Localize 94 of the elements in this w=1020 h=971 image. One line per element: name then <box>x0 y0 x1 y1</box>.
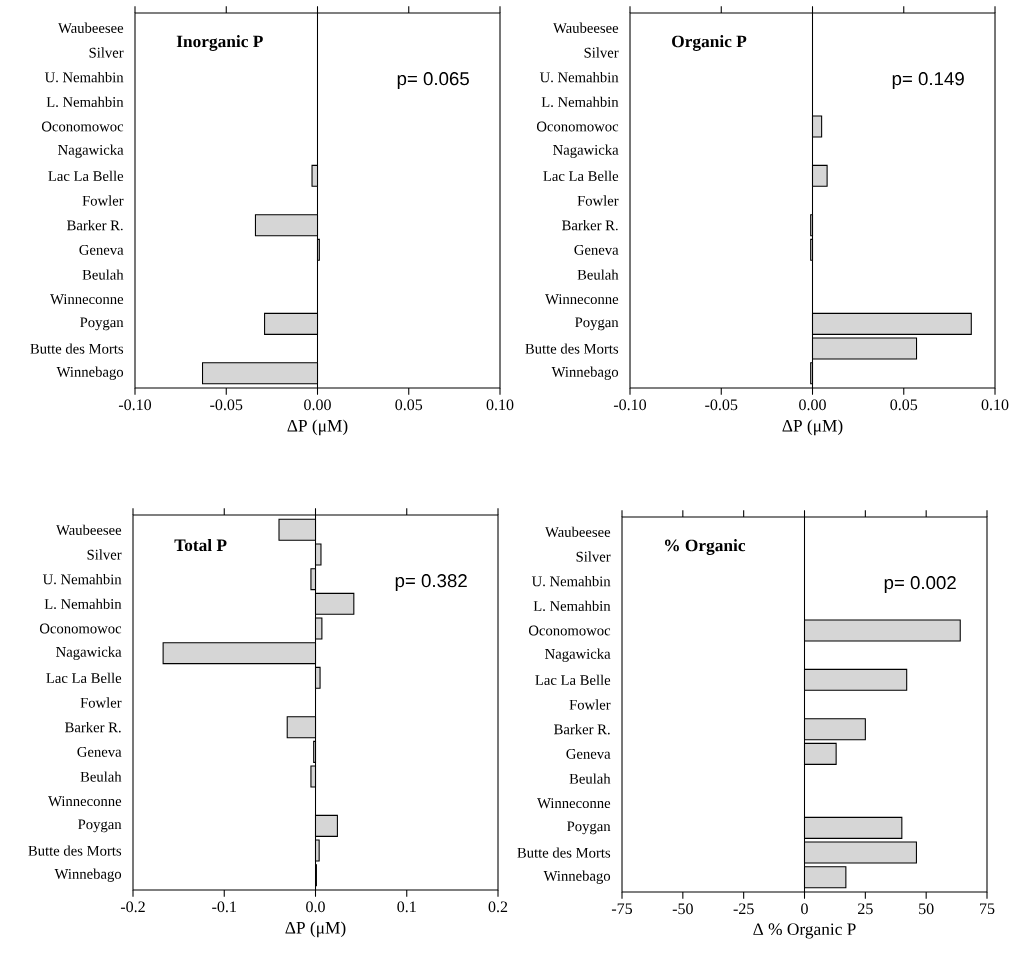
y-tick-label: L. Nemahbin <box>541 96 619 108</box>
x-tick-label: 25 <box>858 903 873 915</box>
y-tick-label: Waubeesee <box>545 526 611 538</box>
y-tick-label: Poygan <box>80 317 124 331</box>
x-tick-label: 0.00 <box>304 399 331 411</box>
y-tick-label: Winnebago <box>543 870 611 884</box>
y-tick-label: Beulah <box>82 269 124 280</box>
y-tick-label: Silver <box>87 549 122 560</box>
annotation: p= 0.002 <box>884 576 956 593</box>
annotation: p= 0.149 <box>892 72 964 89</box>
y-tick-label: Lac La Belle <box>543 170 619 181</box>
y-tick-label: Nagawicka <box>545 648 611 662</box>
x-tick-label: 0.0 <box>306 901 325 913</box>
y-tick-label: Beulah <box>569 773 611 784</box>
y-tick-label: Geneva <box>79 244 124 255</box>
x-tick-label: -0.2 <box>120 901 145 913</box>
y-tick-label: L. Nemahbin <box>533 600 611 612</box>
y-tick-label: Winneconne <box>50 294 124 305</box>
x-axis-title: Δ % Organic P <box>753 923 856 939</box>
x-tick-label: 0.2 <box>488 901 508 913</box>
y-tick-label: L. Nemahbin <box>46 96 124 108</box>
y-tick-label: Butte des Morts <box>30 343 124 354</box>
x-axis-title: ΔP (μM) <box>782 419 843 436</box>
x-tick-label: 50 <box>919 903 934 915</box>
y-tick-label: Nagawicka <box>58 144 124 158</box>
text: Organic P <box>672 35 747 51</box>
y-tick-label: Butte des Morts <box>517 847 611 858</box>
y-tick-label: Waubeesee <box>56 524 122 536</box>
x-tick-label: 0.05 <box>890 399 918 411</box>
y-tick-label: Lac La Belle <box>535 674 611 686</box>
y-tick-label: Oconomowoc <box>41 121 124 132</box>
y-tick-label: Oconomowoc <box>528 625 611 636</box>
y-tick-label: Winneconne <box>537 798 611 809</box>
y-tick-label: Fowler <box>80 697 122 708</box>
x-tick-label: 75 <box>980 903 995 915</box>
x-tick-label: 0.10 <box>486 399 514 411</box>
x-tick-label: -0.10 <box>613 399 647 411</box>
y-tick-label: U. Nemahbin <box>42 573 122 585</box>
y-tick-label: Barker R. <box>65 722 121 733</box>
x-tick-label: -0.10 <box>118 399 152 411</box>
y-tick-label: L. Nemahbin <box>44 598 122 610</box>
y-tick-label: U. Nemahbin <box>531 575 611 587</box>
x-tick-label: -50 <box>672 903 693 915</box>
y-tick-label: Silver <box>576 551 611 562</box>
y-tick-label: Geneva <box>574 244 619 255</box>
text: % Organic <box>665 539 746 555</box>
y-tick-label: Silver <box>89 47 124 58</box>
y-tick-label: Geneva <box>77 746 122 757</box>
y-tick-label: Fowler <box>577 195 619 206</box>
y-tick-label: Oconomowoc <box>536 121 619 132</box>
y-tick-label: Fowler <box>82 195 124 206</box>
y-tick-label: Poygan <box>575 317 619 331</box>
y-tick-label: Fowler <box>569 699 611 710</box>
x-axis-title: ΔP (μM) <box>287 419 348 436</box>
text: Inorganic P <box>176 35 263 51</box>
y-tick-label: Barker R. <box>554 724 610 735</box>
y-tick-label: Barker R. <box>67 220 123 231</box>
y-tick-label: Poygan <box>567 821 611 835</box>
y-tick-label: Waubeesee <box>58 22 124 34</box>
x-tick-label: -0.05 <box>210 399 243 411</box>
y-tick-label: Lac La Belle <box>46 672 122 684</box>
y-tick-label: Beulah <box>80 771 122 782</box>
x-tick-label: -0.1 <box>212 901 236 913</box>
y-tick-label: Barker R. <box>562 220 618 231</box>
annotation: p= 0.065 <box>397 72 469 89</box>
x-axis-title: ΔP (μM) <box>285 921 346 938</box>
y-tick-label: Winneconne <box>48 796 122 807</box>
y-tick-label: Poygan <box>78 819 122 833</box>
x-tick-label: 0.10 <box>981 399 1009 411</box>
x-tick-label: 0 <box>801 903 808 915</box>
annotation: p= 0.382 <box>395 574 467 591</box>
y-tick-label: Winneconne <box>545 294 619 305</box>
y-tick-label: Nagawicka <box>56 646 122 660</box>
y-tick-label: Oconomowoc <box>39 623 122 634</box>
y-tick-label: Winnebago <box>56 366 124 380</box>
y-tick-label: Winnebago <box>54 868 122 882</box>
y-tick-label: Butte des Morts <box>28 845 122 856</box>
text: Total P <box>174 538 227 552</box>
y-tick-label: Waubeesee <box>553 22 619 34</box>
y-tick-label: U. Nemahbin <box>44 71 124 83</box>
y-tick-label: U. Nemahbin <box>539 71 619 83</box>
x-tick-label: 0.1 <box>397 901 416 913</box>
y-tick-label: Lac La Belle <box>48 170 124 181</box>
y-tick-label: Beulah <box>577 269 619 280</box>
x-tick-label: -0.05 <box>705 399 738 411</box>
y-tick-label: Nagawicka <box>553 144 619 158</box>
y-tick-label: Winnebago <box>551 366 619 380</box>
x-tick-label: -25 <box>733 903 754 915</box>
x-tick-label: -75 <box>611 903 633 915</box>
y-tick-label: Butte des Morts <box>525 343 619 354</box>
x-tick-label: 0.00 <box>799 399 826 411</box>
y-tick-label: Geneva <box>566 748 611 759</box>
x-tick-label: 0.05 <box>395 399 423 411</box>
y-tick-label: Silver <box>584 47 619 58</box>
